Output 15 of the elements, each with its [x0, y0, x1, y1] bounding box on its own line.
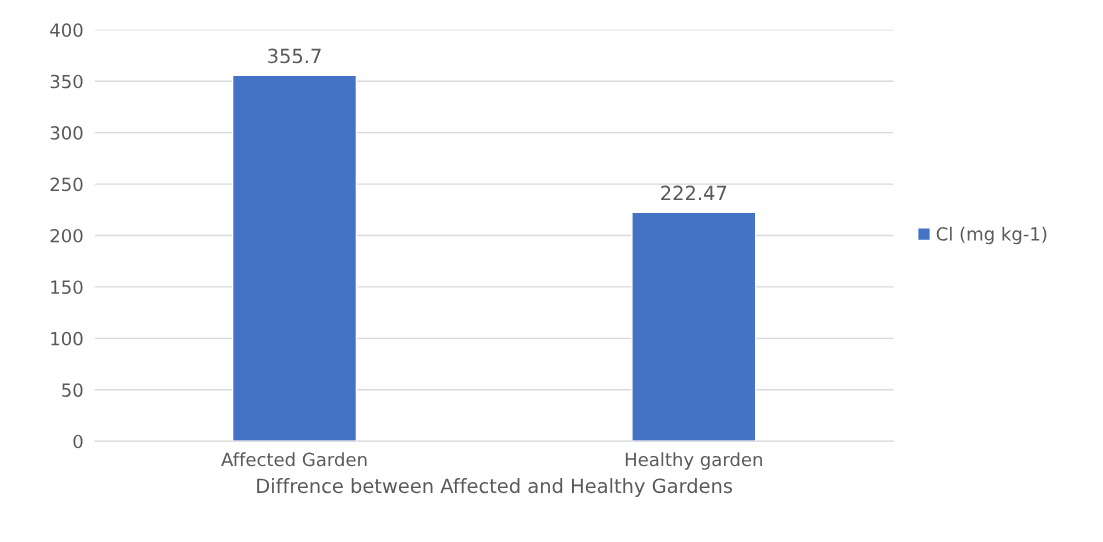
y-tick-label: 200 — [50, 228, 83, 243]
data-label: 355.7 — [268, 48, 321, 64]
x-tick-label: Healthy garden — [625, 452, 762, 470]
y-tick-label: 0 — [73, 434, 83, 449]
data-label: 222.47 — [661, 185, 727, 201]
x-axis-title: Diffrence between Affected and Healthy Gardens — [257, 478, 733, 497]
y-tick-label: 150 — [51, 280, 83, 295]
y-tick-label: 50 — [62, 383, 83, 397]
y-tick-label: 250 — [50, 177, 83, 192]
x-tick-label: Affected Garden — [221, 452, 367, 467]
legend-label: Cl (mg kg-1) — [936, 226, 1047, 245]
y-tick-label: 350 — [50, 74, 83, 89]
y-tick-label: 400 — [50, 23, 83, 37]
y-tick-label: 300 — [50, 126, 83, 140]
y-tick-label: 100 — [51, 331, 83, 346]
